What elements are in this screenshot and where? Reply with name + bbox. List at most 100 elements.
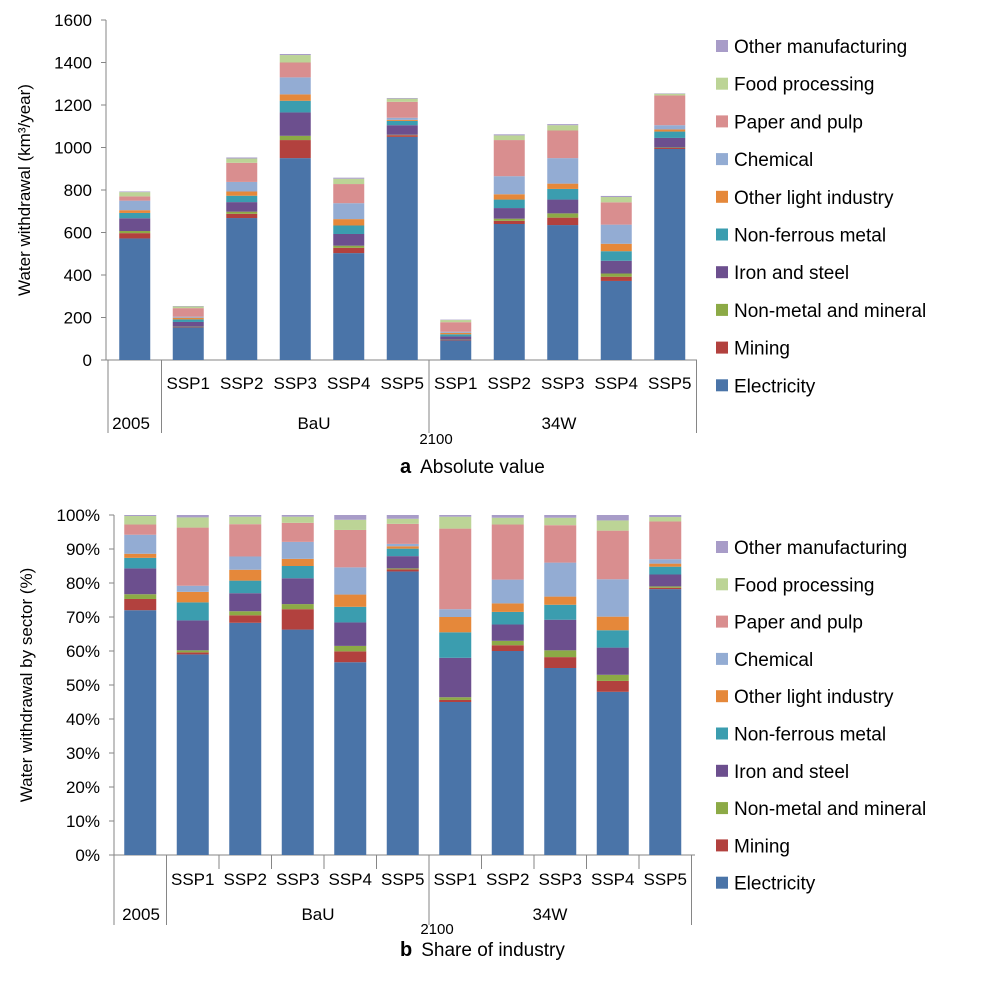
group-label-2005: 2005 — [112, 414, 150, 433]
category-label: SSP3 — [276, 870, 319, 889]
caption-text: Absolute value — [420, 457, 545, 478]
legend-label: Paper and pulp — [734, 112, 863, 133]
legend-swatch-non-metal-and-mineral — [716, 802, 728, 814]
bar-iron-and-steel-1 — [177, 620, 209, 650]
bar-iron-and-steel-0 — [119, 218, 150, 231]
bar-non-ferrous-metal-5 — [387, 121, 418, 125]
bar-electricity-3 — [282, 630, 314, 855]
legend-swatch-non-metal-and-mineral — [716, 304, 728, 316]
bar-non-ferrous-metal-6 — [440, 334, 471, 336]
bar-paper-and-pulp-9 — [597, 531, 629, 580]
bar-other-manufacturing-8 — [547, 124, 578, 125]
bar-paper-and-pulp-5 — [387, 102, 418, 118]
bar-food-processing-2 — [229, 517, 261, 524]
caption-letter: b — [400, 939, 412, 961]
bar-chemical-6 — [439, 609, 471, 617]
bar-other-light-industry-8 — [544, 597, 576, 605]
bar-food-processing-5 — [387, 99, 418, 102]
category-label: SSP5 — [644, 870, 687, 889]
bar-chemical-2 — [229, 556, 261, 569]
bar-other-manufacturing-4 — [334, 515, 366, 520]
caption-text: Share of industry — [421, 940, 565, 961]
bar-other-light-industry-4 — [333, 219, 364, 225]
bar-electricity-6 — [440, 340, 471, 360]
bar-paper-and-pulp-9 — [601, 202, 632, 224]
bar-paper-and-pulp-6 — [440, 322, 471, 332]
bar-chemical-7 — [492, 580, 524, 604]
bar-mining-8 — [547, 218, 578, 225]
legend-label: Food processing — [734, 75, 874, 96]
y-tick-label: 70% — [66, 608, 100, 627]
category-label: SSP1 — [167, 374, 210, 393]
bar-non-ferrous-metal-0 — [124, 558, 156, 569]
bar-non-ferrous-metal-3 — [280, 101, 311, 113]
legend-label: Non-metal and mineral — [734, 799, 926, 820]
bar-food-processing-1 — [173, 306, 204, 308]
bar-non-ferrous-metal-7 — [492, 612, 524, 625]
caption-letter: a — [400, 456, 412, 478]
bar-other-manufacturing-0 — [119, 191, 150, 192]
bar-iron-and-steel-8 — [547, 200, 578, 214]
bar-other-manufacturing-1 — [177, 515, 209, 517]
category-label: SSP5 — [381, 374, 424, 393]
bar-food-processing-6 — [439, 517, 471, 529]
bar-mining-9 — [597, 681, 629, 692]
y-tick-label: 80% — [66, 574, 100, 593]
bar-chemical-0 — [124, 535, 156, 554]
legend-label: Chemical — [734, 150, 813, 171]
bar-other-light-industry-1 — [177, 592, 209, 603]
bar-iron-and-steel-3 — [280, 112, 311, 135]
bar-iron-and-steel-1 — [173, 322, 204, 327]
legend-swatch-iron-and-steel — [716, 765, 728, 777]
group-label-2005: 2005 — [122, 905, 160, 924]
bar-mining-4 — [333, 248, 364, 253]
bar-mining-3 — [280, 140, 311, 158]
y-axis-title: Water withdrawal by sector (%) — [17, 568, 36, 803]
bar-other-manufacturing-7 — [492, 515, 524, 518]
bar-electricity-7 — [492, 651, 524, 855]
bar-other-light-industry-0 — [124, 554, 156, 558]
bar-chemical-4 — [334, 567, 366, 594]
bar-mining-8 — [544, 657, 576, 668]
bar-mining-3 — [282, 609, 314, 629]
bar-chemical-5 — [387, 544, 419, 546]
legend-swatch-mining — [716, 839, 728, 851]
bar-non-ferrous-metal-8 — [544, 605, 576, 620]
bar-food-processing-6 — [440, 320, 471, 322]
y-tick-label: 40% — [66, 710, 100, 729]
bar-non-ferrous-metal-2 — [229, 581, 261, 594]
category-label: SSP1 — [434, 870, 477, 889]
legend-swatch-chemical — [716, 653, 728, 665]
bar-other-manufacturing-5 — [387, 515, 419, 519]
y-tick-label: 30% — [66, 744, 100, 763]
bar-non-metal-and-mineral-10 — [649, 586, 681, 587]
bar-paper-and-pulp-2 — [229, 524, 261, 556]
y-tick-label: 60% — [66, 642, 100, 661]
category-label: SSP3 — [541, 374, 584, 393]
bar-mining-2 — [229, 615, 261, 622]
category-label: SSP3 — [274, 374, 317, 393]
group-label-34w: 34W — [542, 414, 577, 433]
bar-food-processing-7 — [492, 518, 524, 525]
y-tick-label: 0 — [83, 351, 92, 370]
bar-non-metal-and-mineral-3 — [280, 136, 311, 140]
y-tick-label: 400 — [64, 266, 92, 285]
bar-paper-and-pulp-1 — [173, 308, 204, 317]
y-tick-label: 90% — [66, 540, 100, 559]
bar-mining-6 — [439, 700, 471, 702]
bar-other-light-industry-6 — [440, 333, 471, 334]
bar-non-metal-and-mineral-7 — [492, 641, 524, 645]
bar-mining-0 — [119, 233, 150, 238]
y-tick-label: 1000 — [54, 139, 92, 158]
bar-other-light-industry-3 — [282, 559, 314, 566]
bar-non-ferrous-metal-4 — [334, 607, 366, 623]
bar-electricity-7 — [494, 224, 525, 360]
bar-other-light-industry-0 — [119, 210, 150, 213]
bar-non-ferrous-metal-1 — [173, 319, 204, 322]
bar-iron-and-steel-6 — [440, 336, 471, 339]
bar-non-metal-and-mineral-0 — [124, 594, 156, 599]
bar-chemical-6 — [440, 332, 471, 333]
bar-mining-10 — [649, 588, 681, 589]
bar-chemical-10 — [649, 559, 681, 563]
bar-iron-and-steel-2 — [229, 593, 261, 611]
